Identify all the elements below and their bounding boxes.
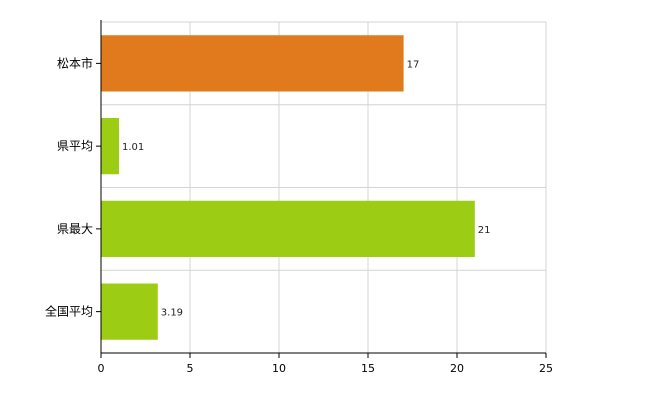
x-tick-label-4: 20: [450, 362, 464, 375]
data-label-0: 17: [407, 59, 420, 70]
x-tick-label-1: 5: [187, 362, 194, 375]
x-tick-label-3: 15: [361, 362, 375, 375]
bar-1: [101, 117, 119, 175]
bar-2: [101, 200, 475, 258]
category-label-0: 松本市: [57, 55, 93, 70]
bar-0: [101, 35, 404, 92]
category-label-1: 県平均: [57, 139, 93, 153]
x-tick-label-0: 0: [98, 362, 105, 375]
data-label-2: 21: [478, 225, 491, 236]
data-label-1: 1.01: [122, 142, 144, 153]
bars: [101, 35, 475, 340]
axes: [96, 20, 547, 358]
x-tick-label-5: 25: [539, 362, 553, 375]
data-label-3: 3.19: [161, 308, 183, 319]
x-tick-label-2: 10: [272, 362, 286, 375]
category-label-2: 県最大: [57, 222, 93, 236]
labels: 17 松本市 1.01 県平均 21 県最大 3.19 全国平均 0 5 10 15 20 25: [45, 55, 553, 375]
category-label-3: 全国平均: [45, 304, 93, 319]
bar-3: [101, 283, 158, 340]
